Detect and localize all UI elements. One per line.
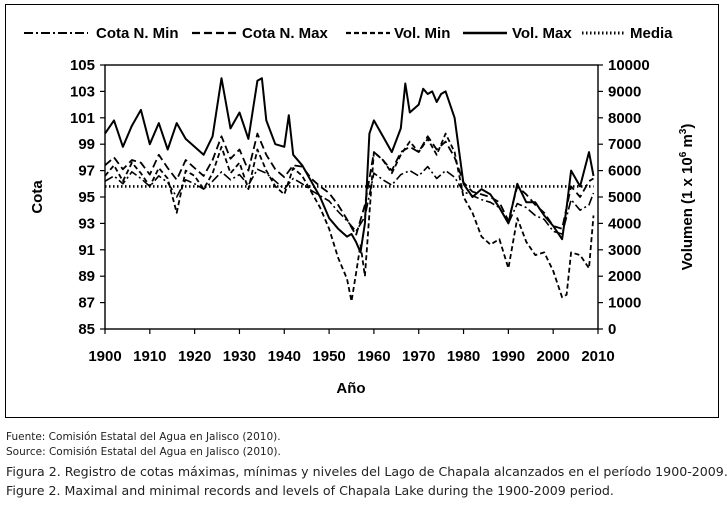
y2-axis-title-close: ): [679, 124, 696, 129]
y-tick-label: 95: [78, 189, 95, 206]
y-tick-label: 97: [78, 163, 95, 180]
y-tick-label: 93: [78, 215, 95, 232]
series-line-vol-max: [104, 77, 595, 254]
series-line-cota-n-max: [104, 132, 594, 237]
y2-axis-title-exp: 6: [678, 151, 689, 157]
y2-tick-label: 9000: [608, 83, 641, 100]
y2-tick-label: 6000: [608, 163, 641, 180]
y2-tick-label: 3000: [608, 242, 641, 259]
x-tick-label: 1900: [88, 348, 121, 365]
y-tick-label: 91: [78, 242, 95, 259]
y-tick-label: 99: [78, 136, 95, 153]
caption-figure-en: Figure 2. Maximal and minimal records an…: [6, 483, 614, 498]
y-axis-right: 0 1000 2000 3000 4000 5000 6000 7000 8000 9000 100…: [598, 57, 650, 338]
caption-figure-es: Figura 2. Registro de cotas máximas, mín…: [6, 464, 727, 479]
figure-frame: [5, 4, 719, 418]
x-tick-label: 1920: [178, 348, 211, 365]
y2-tick-label: 2000: [608, 268, 641, 285]
x-tick-label: 1970: [402, 348, 435, 365]
caption-source-es: Fuente: Comisión Estatal del Agua en Jal…: [6, 431, 281, 443]
y-tick-label: 87: [78, 295, 95, 312]
y-tick-label: 101: [70, 110, 95, 127]
legend-label: Vol. Min: [394, 25, 450, 42]
y2-axis-title-unit-exp: 3: [678, 128, 689, 134]
series-layer: [104, 77, 595, 303]
y2-tick-label: 8000: [608, 110, 641, 127]
legend-label: Vol. Max: [512, 25, 572, 42]
y2-axis-title-unit: m: [679, 134, 696, 152]
y-axis-title: Cota: [29, 180, 46, 214]
x-tick-label: 2010: [581, 348, 614, 365]
x-tick-label: 1960: [357, 348, 390, 365]
legend: Cota N. Min Cota N. Max Vol. Min Vol. Max Me…: [24, 25, 673, 42]
x-tick-label: 2000: [536, 348, 569, 365]
x-tick-label: 1930: [223, 348, 256, 365]
caption-source-en: Source: Comisión Estatal del Agua en Jal…: [6, 446, 281, 458]
x-axis-title: Año: [336, 380, 365, 397]
x-tick-label: 1980: [447, 348, 480, 365]
x-tick-label: 1990: [492, 348, 525, 365]
x-tick-label: 1910: [133, 348, 166, 365]
y-axis-left: 85 87 89 91 93 95 97 99 101 103 105: [70, 57, 105, 338]
x-tick-label: 1940: [268, 348, 301, 365]
y-tick-label: 103: [70, 83, 95, 100]
y2-tick-label: 7000: [608, 136, 641, 153]
y-tick-label: 85: [78, 321, 95, 338]
y2-axis-title: Volumen (1 x 106 m3): [678, 124, 696, 271]
y2-tick-label: 5000: [608, 189, 641, 206]
y2-tick-label: 0: [608, 321, 616, 338]
y-tick-label: 105: [70, 57, 95, 74]
legend-label: Media: [630, 25, 673, 42]
y2-axis-title-main: Volumen (1 x 10: [679, 157, 696, 270]
chart: Cota N. Min Cota N. Max Vol. Min Vol. Max Me…: [24, 25, 696, 397]
series-line-vol-min: [104, 132, 595, 303]
x-axis: 1900 1910 1920 1930 1940 1950 1960 1970 1980 1990…: [88, 329, 615, 365]
y2-tick-label: 4000: [608, 215, 641, 232]
y2-tick-label: 1000: [608, 295, 641, 312]
y2-tick-label: 10000: [608, 57, 650, 74]
x-tick-label: 1950: [312, 348, 345, 365]
y-tick-label: 89: [78, 268, 95, 285]
legend-label: Cota N. Min: [96, 25, 179, 42]
legend-label: Cota N. Max: [242, 25, 329, 42]
